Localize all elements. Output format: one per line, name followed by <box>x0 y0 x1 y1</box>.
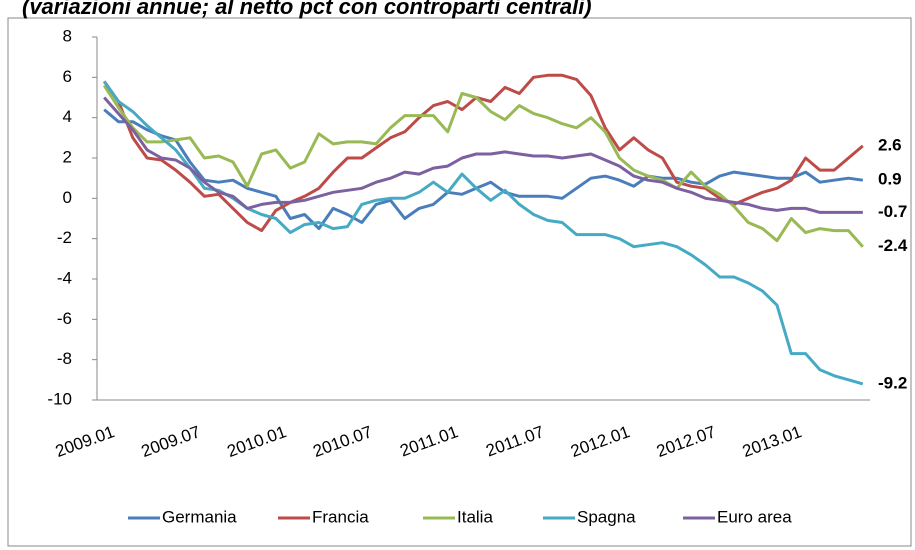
legend-label: Germania <box>162 507 237 526</box>
end-label: 2.6 <box>878 135 902 154</box>
end-label: -9.2 <box>878 373 907 392</box>
y-tick-label: -10 <box>47 389 72 408</box>
legend-label: Italia <box>457 507 493 526</box>
end-label: -0.7 <box>878 202 907 221</box>
end-label: 0.9 <box>878 170 902 189</box>
y-tick-label: -4 <box>57 268 72 287</box>
series-line <box>102 84 864 248</box>
chart-title: (variazioni annue; al netto pct con cont… <box>22 0 592 19</box>
end-label: -2.4 <box>878 236 908 255</box>
legend-label: Spagna <box>577 507 636 526</box>
series-line <box>103 96 863 214</box>
series-line <box>103 108 864 231</box>
y-tick-label: 2 <box>63 147 72 166</box>
y-tick-label: 0 <box>63 188 72 207</box>
y-tick-label: -8 <box>57 349 72 368</box>
y-tick-label: -6 <box>57 309 72 328</box>
legend-label: Euro area <box>717 507 792 526</box>
y-tick-label: 8 <box>63 26 72 45</box>
y-tick-label: -2 <box>57 228 72 247</box>
y-tick-label: 6 <box>63 67 72 86</box>
y-tick-label: 4 <box>63 107 72 126</box>
chart-frame <box>7 17 912 547</box>
legend-label: Francia <box>312 507 369 526</box>
